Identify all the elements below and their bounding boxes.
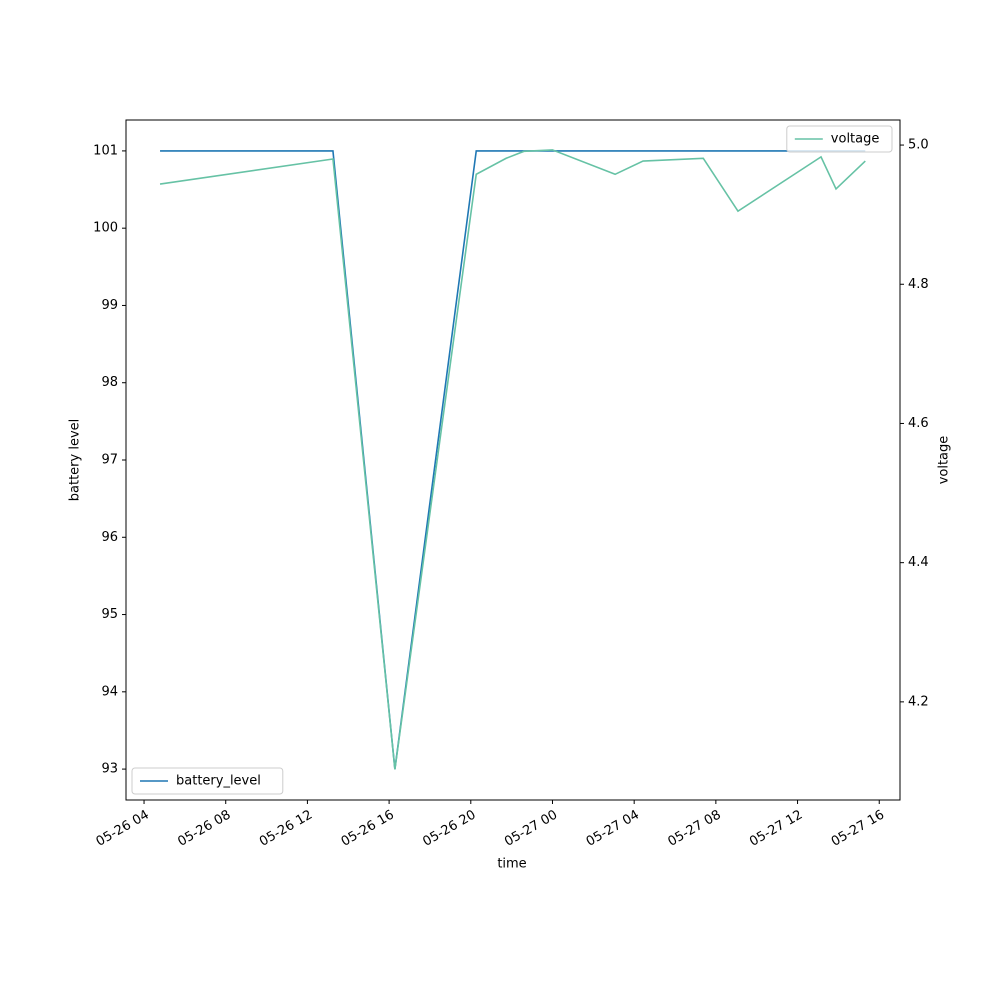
y2-tick-label: 4.2 <box>908 694 929 709</box>
line-series <box>160 150 866 770</box>
y-tick-label: 100 <box>93 221 118 236</box>
y-tick-label: 98 <box>101 375 118 390</box>
legend-label: battery_level <box>176 774 261 789</box>
x-tick-label: 05-26 20 <box>420 808 478 850</box>
y2-tick-label: 4.4 <box>908 555 929 570</box>
x-tick-label: 05-27 00 <box>502 808 560 850</box>
x-tick-label: 05-27 16 <box>829 808 887 850</box>
x-tick-label: 05-27 04 <box>584 808 642 850</box>
y-tick-label: 95 <box>101 607 118 622</box>
x-axis-label: time <box>497 857 526 872</box>
x-tick-label: 05-26 16 <box>339 808 397 850</box>
legend-box <box>131 767 284 795</box>
y2-tick-label: 4.6 <box>908 416 929 431</box>
x-tick-label: 05-27 12 <box>747 808 805 850</box>
y2-tick-label: 5.0 <box>908 138 929 153</box>
plot-frame <box>125 119 901 801</box>
y-tick-label: 97 <box>101 453 118 468</box>
y-tick-label: 99 <box>101 298 118 313</box>
x-tick-label: 05-26 12 <box>257 808 315 850</box>
y2-axis-label: voltage <box>937 436 952 485</box>
y-axis-label: battery level <box>68 419 83 502</box>
y2-tick-label: 4.8 <box>908 277 929 292</box>
x-tick-label: 05-26 08 <box>175 808 233 850</box>
y-tick-label: 101 <box>93 143 118 158</box>
legend-label: voltage <box>831 132 880 147</box>
line-series <box>159 149 866 770</box>
legend-box <box>786 125 893 153</box>
y-tick-label: 94 <box>101 684 118 699</box>
y-tick-label: 96 <box>101 530 118 545</box>
y-tick-label: 93 <box>101 762 118 777</box>
x-tick-label: 05-26 04 <box>94 808 152 850</box>
x-tick-label: 05-27 08 <box>665 808 723 850</box>
